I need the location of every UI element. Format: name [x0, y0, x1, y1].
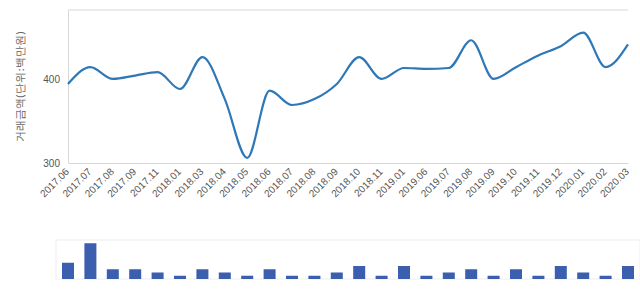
volume-bar [308, 276, 320, 279]
volume-bar [84, 243, 96, 279]
volume-bar [174, 276, 186, 279]
volume-bar [152, 273, 164, 280]
x-tick-label: 2020.03 [598, 166, 632, 200]
volume-bar [600, 276, 612, 279]
y-axis-line [68, 11, 69, 164]
volume-bar [532, 276, 544, 279]
x-axis-line [69, 163, 629, 164]
volume-bar [353, 266, 365, 279]
volume-bar [129, 269, 141, 279]
x-axis: 2017.062017.072017.082017.092017.112018.… [38, 163, 632, 199]
volume-bar [196, 269, 208, 279]
bar-plot [62, 243, 634, 279]
volume-bar [331, 273, 343, 280]
volume-bar [241, 276, 253, 279]
volume-bar [622, 266, 634, 279]
volume-bar [510, 269, 522, 279]
volume-bar [488, 276, 500, 279]
price-line [68, 33, 628, 158]
volume-bar [555, 266, 567, 279]
y-tick-label: 300 [43, 158, 60, 169]
volume-bar [376, 276, 388, 279]
volume-bar [398, 266, 410, 279]
volume-bar [62, 263, 74, 279]
x-tick: 2020.03 [598, 163, 632, 199]
volume-bar [443, 273, 455, 280]
volume-frame [56, 240, 640, 279]
volume-bar [577, 273, 589, 280]
volume-bar [107, 269, 119, 279]
y-axis-title: 거래금액(단위:백만원) [14, 31, 27, 142]
y-tick-label: 400 [43, 74, 60, 85]
chart: 300 400 거래금액(단위:백만원) 2017.062017.072017.082… [0, 0, 640, 294]
line-plot [68, 33, 628, 158]
y-axis: 300 400 [43, 11, 68, 169]
volume-bar [465, 269, 477, 279]
plot-frame [68, 10, 628, 11]
volume-bar [420, 276, 432, 279]
volume-bar [286, 276, 298, 279]
y-tick: 400 [43, 74, 68, 85]
volume-bar [219, 273, 231, 280]
volume-bar [264, 269, 276, 279]
